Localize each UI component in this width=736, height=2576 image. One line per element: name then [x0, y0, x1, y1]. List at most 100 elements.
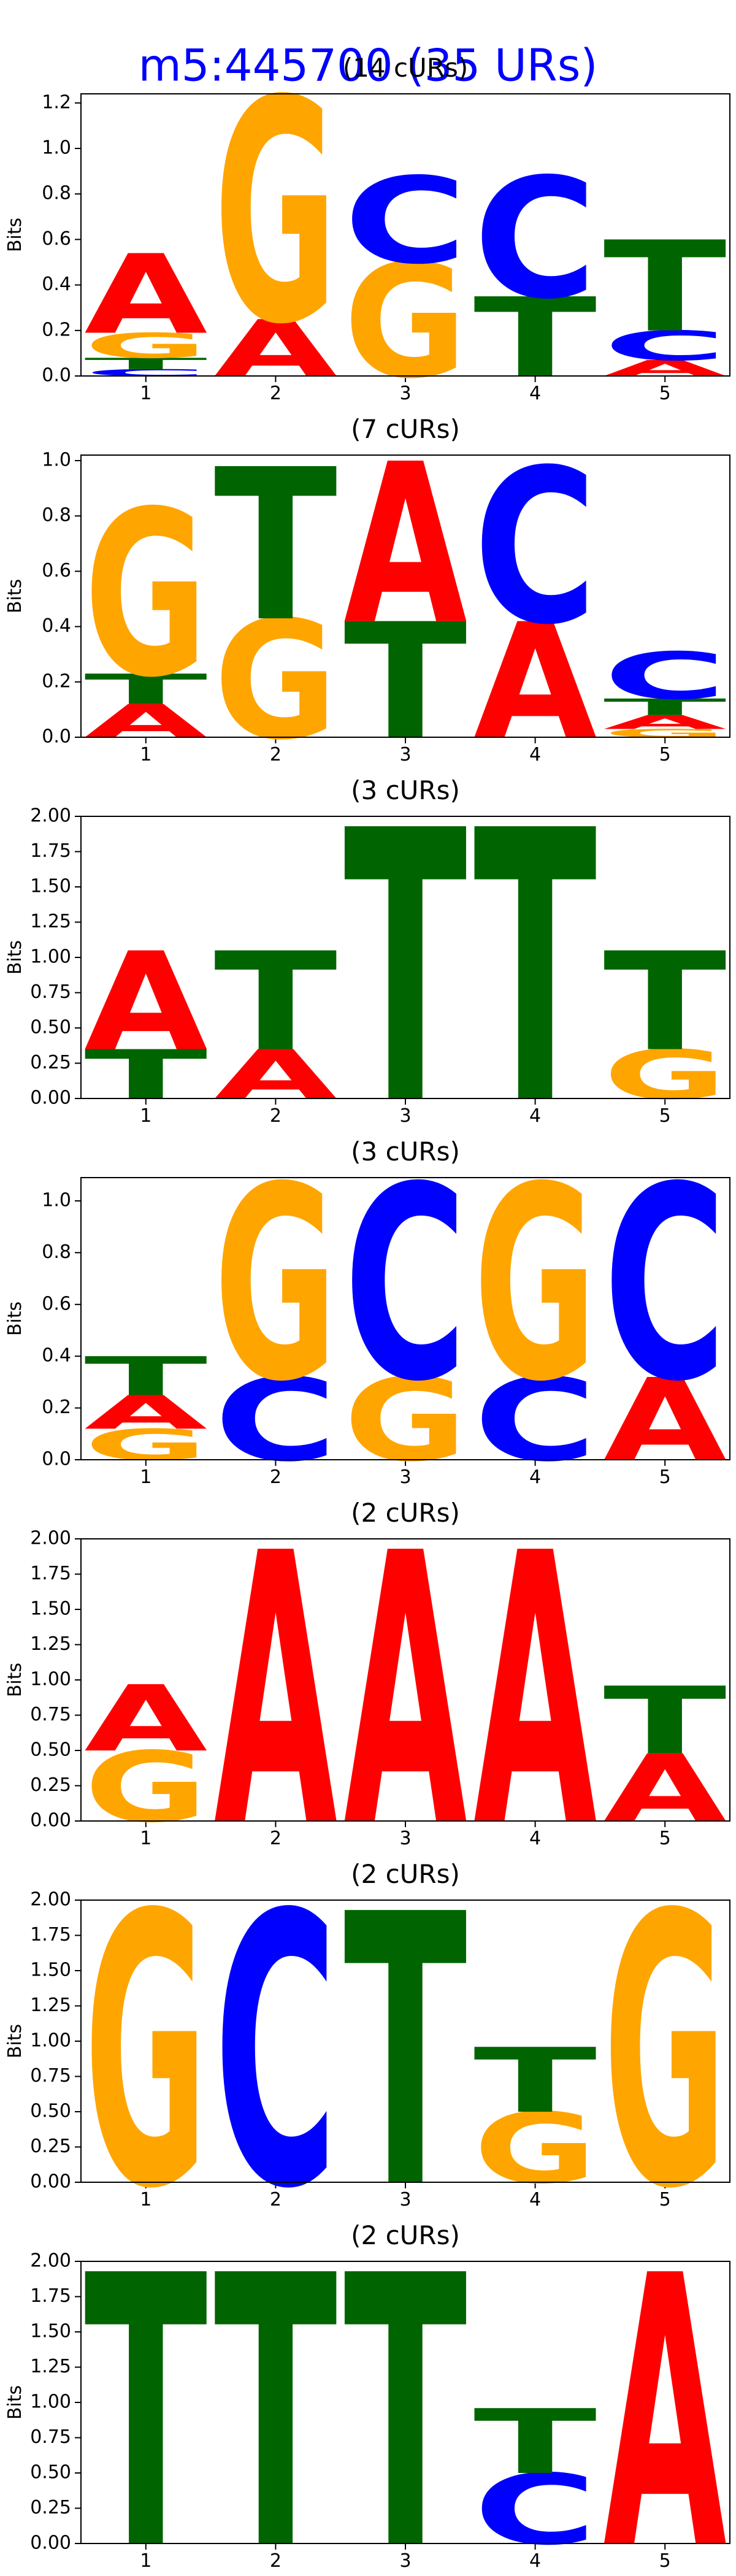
x-tick-label: 1 — [140, 1466, 151, 1488]
x-tick-label: 3 — [399, 744, 411, 765]
y-tick-label: 0.75 — [30, 2065, 71, 2087]
logo-letter: T — [473, 752, 598, 1187]
logo-letter: C — [343, 1130, 467, 1440]
y-tick-label: 0.50 — [30, 1017, 71, 1038]
logo-letter: C — [473, 1354, 597, 1487]
x-tick-label: 3 — [399, 383, 411, 404]
y-tick-label: 0.00 — [30, 1810, 71, 1831]
x-tick-label: 5 — [659, 2189, 671, 2210]
logo-letter: A — [214, 1474, 339, 1909]
y-tick-label: 0.0 — [42, 365, 71, 386]
logo-letter: A — [84, 1386, 207, 1439]
logo-letter: T — [84, 666, 209, 715]
logo-letter: T — [604, 694, 730, 721]
x-tick-label: 5 — [659, 744, 671, 765]
logo-letter: T — [84, 355, 212, 373]
logo-letter: C — [604, 638, 727, 714]
logo-letter: T — [84, 1346, 207, 1408]
y-tick-label: 0.2 — [42, 1397, 71, 1418]
logo-letter: A — [604, 711, 727, 734]
logo-letter: C — [473, 424, 597, 672]
chart-title: (2 cURs) — [351, 1498, 460, 1528]
plot-frame — [80, 454, 730, 738]
chart-title: (2 cURs) — [351, 2220, 460, 2250]
logo-letter: T — [343, 752, 468, 1187]
x-tick-label: 5 — [659, 1105, 671, 1127]
x-tick-label: 4 — [529, 2189, 541, 2210]
logo-letter: T — [214, 924, 337, 1082]
logo-letter: T — [84, 2197, 209, 2576]
logo-letter: A — [473, 1474, 598, 1909]
y-tick-label: 0.0 — [42, 726, 71, 748]
y-axis-label: Bits — [4, 1663, 26, 1697]
x-tick-label: 2 — [270, 1466, 282, 1488]
logo-letter: T — [604, 1667, 727, 1776]
y-tick-label: 1.00 — [30, 946, 71, 968]
x-tick-label: 4 — [529, 1466, 541, 1488]
y-tick-label: 0.75 — [30, 981, 71, 1003]
y-tick-label: 0.8 — [42, 183, 71, 204]
y-tick-label: 1.75 — [30, 840, 71, 862]
y-tick-label: 2.00 — [30, 1528, 71, 1549]
logo-letter: C — [604, 1130, 727, 1440]
x-tick-label: 5 — [659, 383, 671, 404]
chart-title: (3 cURs) — [351, 1137, 460, 1167]
logo-letter: C — [473, 143, 597, 335]
logo-letter: C — [343, 153, 467, 291]
x-tick-label: 2 — [270, 1105, 282, 1127]
logo-letter: A — [604, 1354, 727, 1487]
y-axis-label: Bits — [4, 2024, 26, 2058]
x-tick-label: 5 — [659, 2550, 671, 2572]
x-tick-label: 5 — [659, 1828, 671, 1849]
y-tick-label: 0.50 — [30, 1739, 71, 1761]
y-tick-label: 1.50 — [30, 1960, 71, 1981]
y-tick-label: 0.8 — [42, 505, 71, 526]
logo-letter: T — [214, 425, 339, 668]
logo-letter: C — [604, 323, 727, 370]
y-tick-label: 1.00 — [30, 1669, 71, 1690]
y-axis-label: Bits — [4, 218, 26, 252]
logo-letter: T — [473, 2030, 597, 2133]
y-tick-label: 1.75 — [30, 1924, 71, 1945]
y-axis-label: Bits — [4, 1301, 26, 1336]
y-tick-label: 1.0 — [42, 1189, 71, 1211]
y-tick-label: 2.00 — [30, 2250, 71, 2272]
y-tick-label: 2.00 — [30, 1889, 71, 1911]
y-tick-label: 1.0 — [42, 137, 71, 159]
logo-letter: T — [343, 590, 468, 775]
logo-letter: G — [84, 326, 207, 366]
logo-letter: C — [214, 1836, 337, 2271]
logo-letter: G — [473, 1130, 597, 1440]
x-tick-label: 2 — [270, 2550, 282, 2572]
x-tick-label: 1 — [140, 744, 151, 765]
logo-letter: C — [473, 2455, 597, 2567]
plot-frame — [80, 1538, 730, 1822]
x-tick-label: 1 — [140, 383, 151, 404]
y-axis-label: Bits — [4, 579, 26, 613]
y-tick-label: 0.00 — [30, 1087, 71, 1109]
y-tick-label: 1.75 — [30, 1563, 71, 1584]
x-tick-label: 2 — [270, 744, 282, 765]
plot-frame — [80, 816, 730, 1099]
y-tick-label: 0.8 — [42, 1241, 71, 1263]
y-tick-label: 1.50 — [30, 1598, 71, 1620]
figure-title: m5:445700 (35 URs) — [139, 40, 598, 91]
plot-frame — [80, 93, 730, 377]
logo-letter: A — [604, 1735, 727, 1843]
y-tick-label: 1.25 — [30, 1995, 71, 2016]
logo-letter: T — [214, 2197, 339, 2576]
logo-letter: T — [604, 215, 727, 361]
y-axis-label: Bits — [4, 2385, 26, 2420]
logo-letter: A — [604, 356, 729, 381]
plot-frame — [80, 2261, 730, 2544]
logo-letter: G — [343, 1354, 467, 1487]
y-tick-label: 0.6 — [42, 228, 71, 250]
chart-title: (3 cURs) — [351, 775, 460, 805]
logo-letter: A — [604, 2197, 728, 2576]
y-tick-label: 0.4 — [42, 274, 71, 295]
logo-letter: G — [84, 1421, 207, 1470]
y-tick-label: 1.2 — [42, 91, 71, 113]
logo-letter: T — [473, 2391, 597, 2494]
y-tick-label: 0.75 — [30, 2426, 71, 2448]
